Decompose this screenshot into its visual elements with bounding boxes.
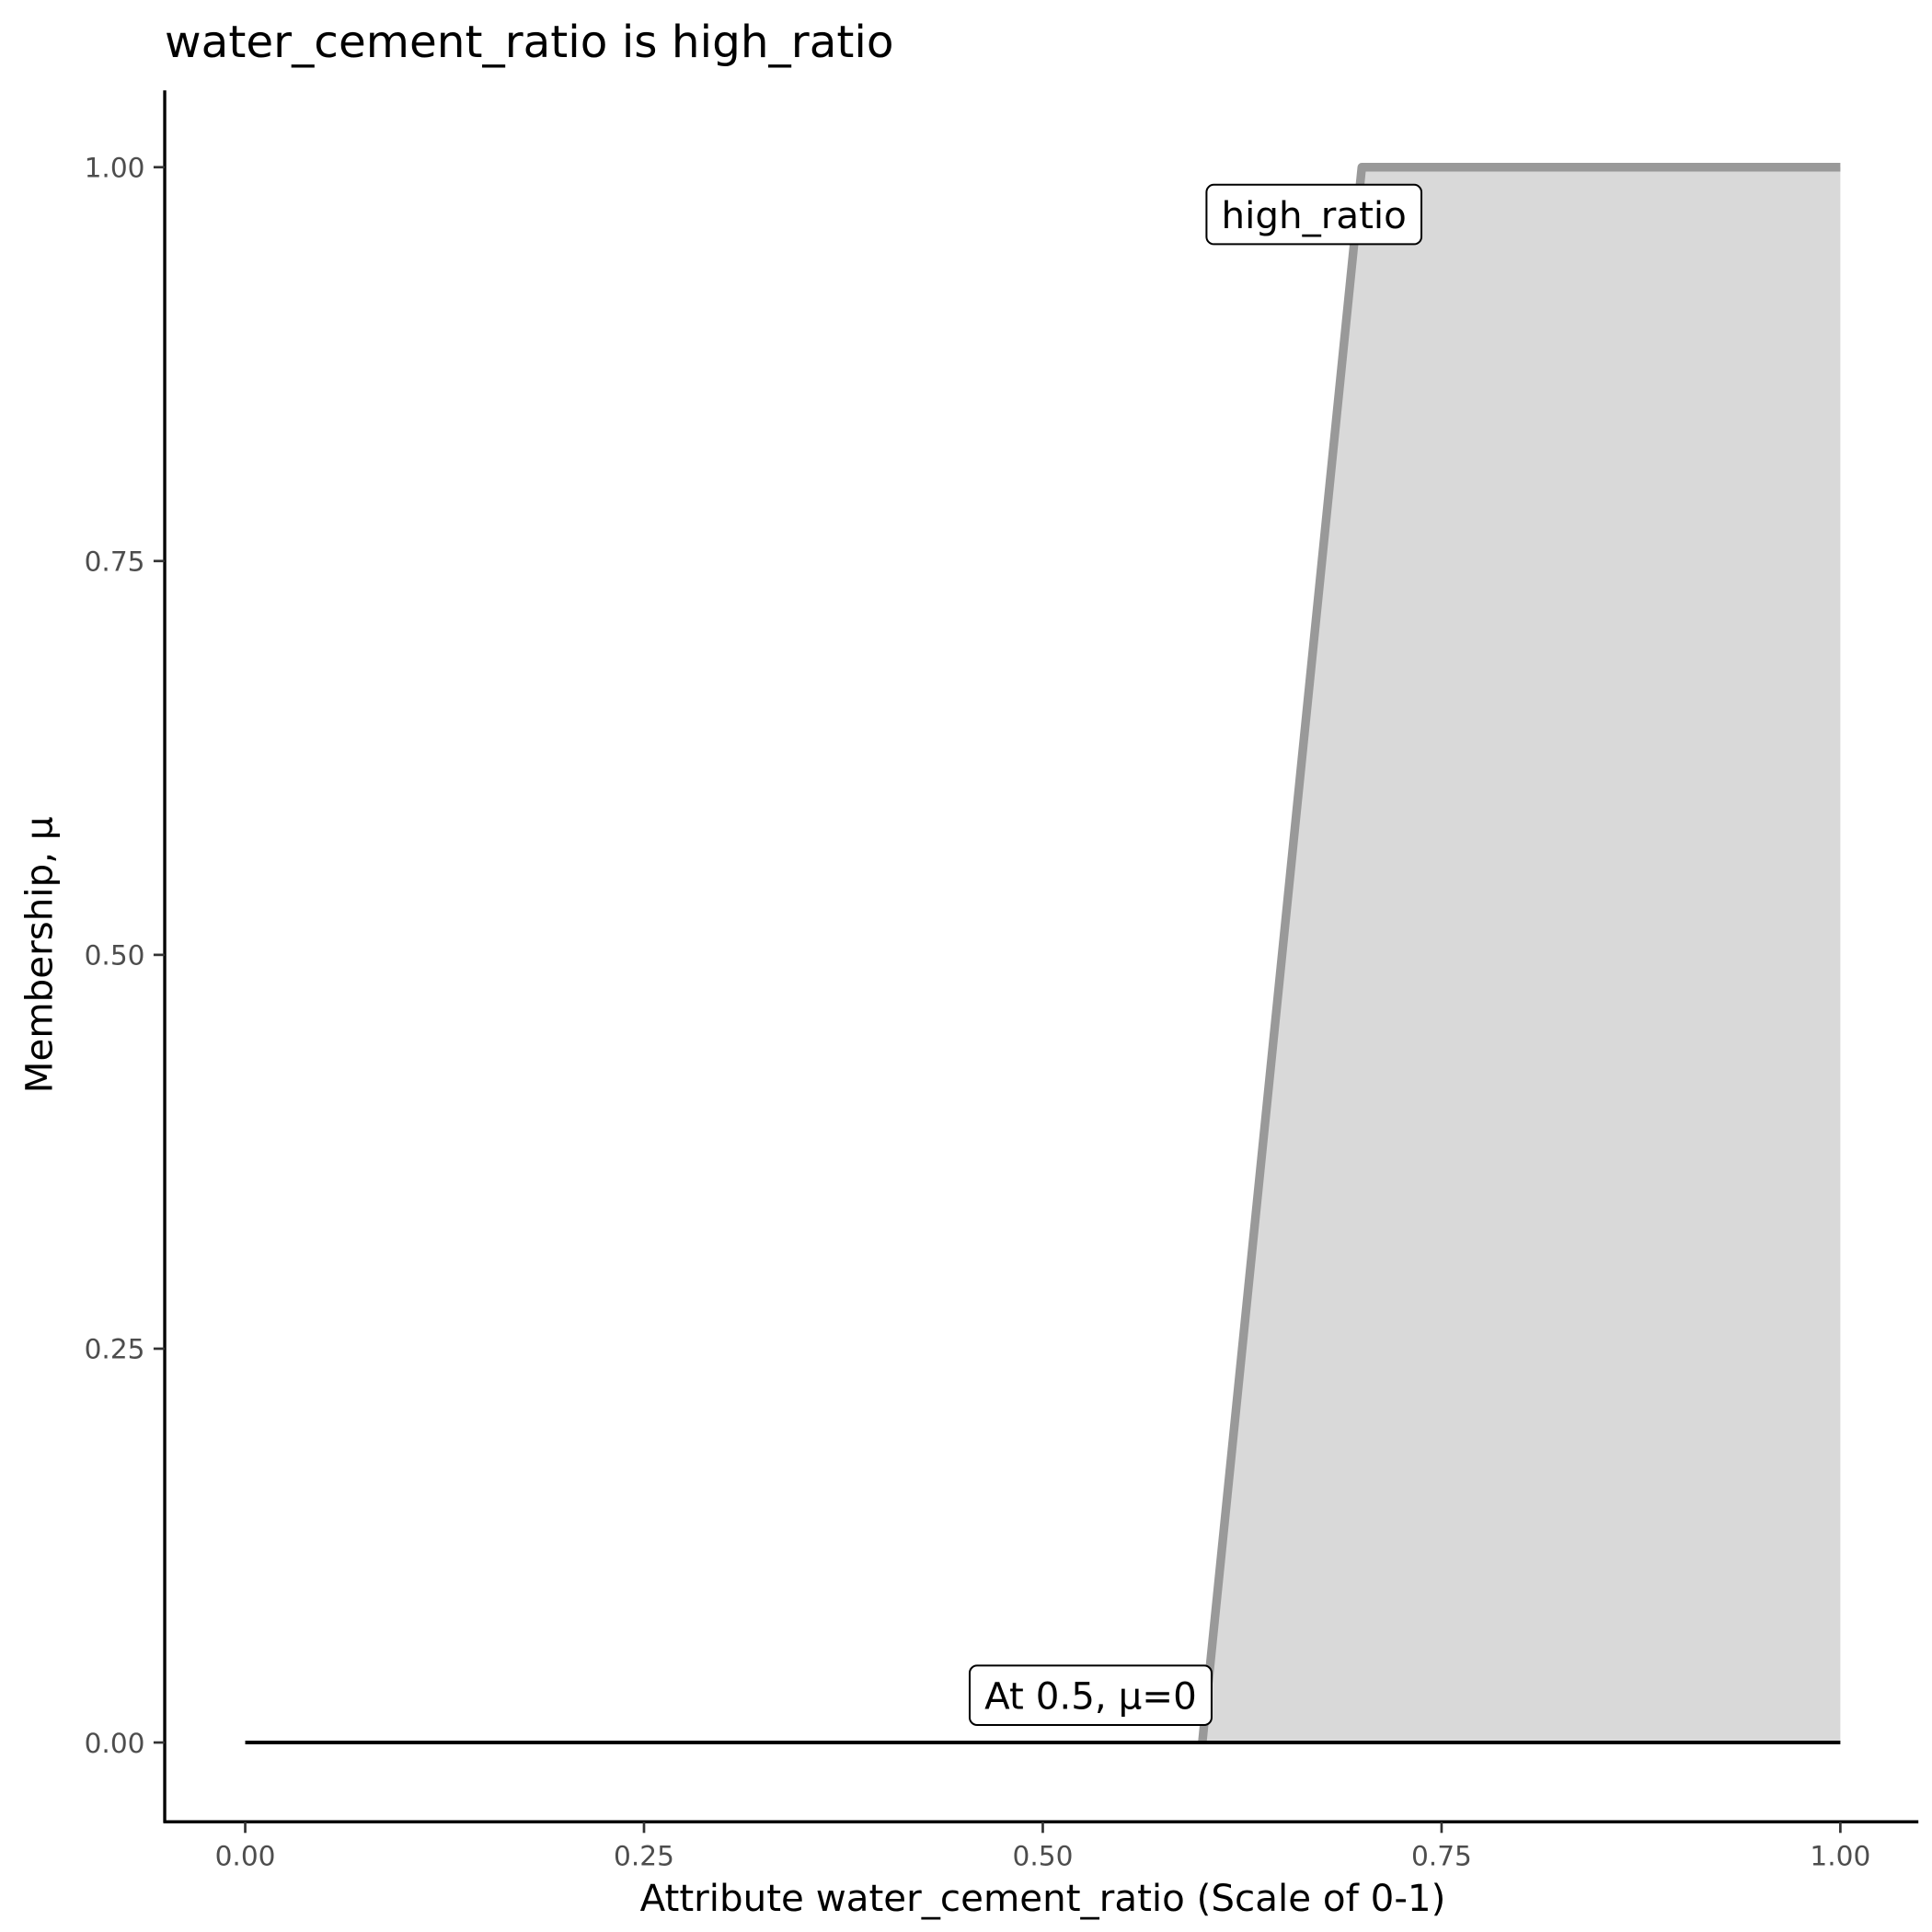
y-tick-label: 0.00 — [85, 1728, 145, 1759]
chart-title: water_cement_ratio is high_ratio — [165, 17, 893, 68]
x-axis-ticks: 0.00 0.25 0.50 0.75 1.00 — [215, 1822, 1870, 1871]
x-tick-label: 0.75 — [1411, 1840, 1472, 1871]
annotation-text: At 0.5, μ=0 — [984, 1674, 1197, 1718]
plot-area — [245, 163, 1841, 1745]
y-tick-label: 0.75 — [85, 546, 145, 578]
annotation-text: high_ratio — [1222, 194, 1407, 237]
y-tick-label: 0.25 — [85, 1334, 145, 1365]
x-tick-label: 0.25 — [614, 1840, 674, 1871]
y-axis-label: Membership, μ — [18, 816, 62, 1093]
x-axis-label: Attribute water_cement_ratio (Scale of 0… — [640, 1877, 1446, 1920]
series-area-high_ratio — [1202, 167, 1841, 1743]
x-tick-label: 0.00 — [215, 1840, 276, 1871]
y-tick-label: 0.50 — [85, 940, 145, 972]
y-axis-ticks: 0.00 0.25 0.50 0.75 1.00 — [85, 153, 166, 1759]
y-tick-label: 1.00 — [85, 153, 145, 184]
annotation-box — [1205, 183, 1423, 246]
annotation-box — [968, 1664, 1213, 1726]
annotations: high_ratio At 0.5, μ=0 — [968, 183, 1423, 1726]
annotation-label: At 0.5, μ=0 — [968, 1664, 1213, 1726]
series-line-high_ratio — [1198, 163, 1841, 1743]
x-tick-label: 0.50 — [1012, 1840, 1073, 1871]
annotation-label: high_ratio — [1205, 183, 1423, 246]
x-tick-label: 1.00 — [1810, 1840, 1870, 1871]
